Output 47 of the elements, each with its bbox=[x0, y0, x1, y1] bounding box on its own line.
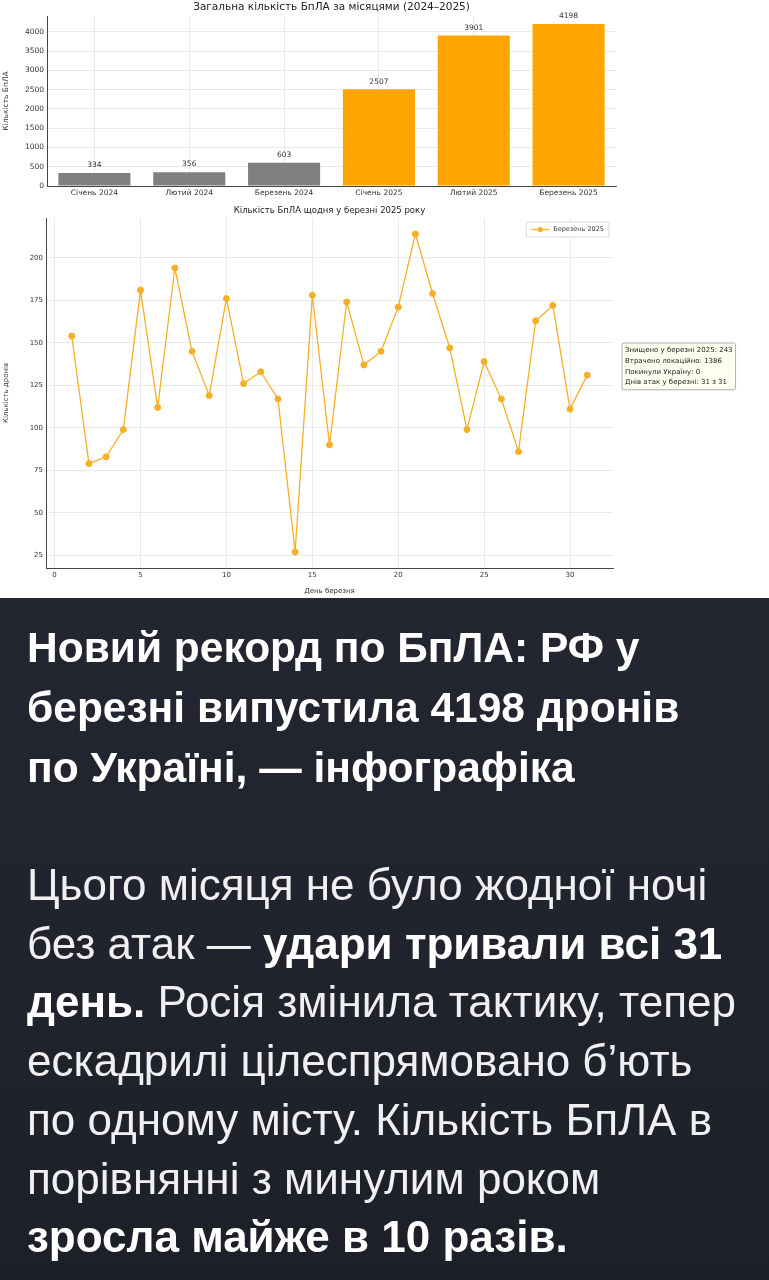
point bbox=[515, 448, 522, 456]
point bbox=[360, 361, 368, 369]
point bbox=[446, 344, 454, 352]
point bbox=[377, 347, 385, 355]
point bbox=[566, 405, 574, 413]
text: удари тривали всі 31 bbox=[262, 918, 723, 968]
chart-title: Загальна кількість БпЛА за місяцями (2024–2025) bbox=[193, 0, 470, 12]
point bbox=[222, 295, 230, 303]
bar bbox=[532, 24, 605, 186]
point bbox=[394, 303, 402, 311]
point bbox=[102, 453, 110, 461]
point bbox=[343, 298, 351, 306]
point bbox=[274, 395, 282, 403]
point bbox=[119, 426, 127, 434]
bar bbox=[153, 172, 226, 186]
point bbox=[429, 290, 437, 298]
point bbox=[497, 395, 505, 403]
point bbox=[463, 426, 471, 434]
text: ескадрилі цілеспрямовано б’ють по одному місту. Кількість БпЛА в порівнянні з минулим роком bbox=[27, 1036, 713, 1203]
bar bbox=[58, 173, 131, 186]
point bbox=[68, 332, 76, 340]
text: зросла майже в 10 разів. bbox=[27, 1212, 568, 1262]
text: Росія змінила тактику, тепер bbox=[157, 977, 736, 1027]
chart-title: Кількість БпЛА щодня у березні 2025 року bbox=[233, 205, 426, 216]
text: Цього місяця не було жодної ночі bbox=[27, 860, 708, 909]
bar bbox=[248, 162, 321, 186]
point bbox=[154, 403, 162, 411]
point bbox=[188, 347, 196, 355]
point bbox=[171, 264, 179, 272]
text: Новий рекорд по БпЛА: РФ у березні випустила 4198 дронів по Україні, — інфографіка bbox=[27, 623, 681, 793]
bar bbox=[437, 35, 510, 186]
point bbox=[549, 301, 557, 309]
point bbox=[85, 460, 93, 468]
bar bbox=[342, 89, 415, 186]
point bbox=[583, 371, 591, 379]
point bbox=[532, 317, 540, 325]
point bbox=[240, 380, 248, 388]
text: без атак — bbox=[27, 918, 251, 968]
point bbox=[326, 441, 333, 449]
text: день. bbox=[27, 977, 146, 1027]
point bbox=[480, 358, 488, 366]
point bbox=[137, 286, 144, 294]
point bbox=[308, 291, 316, 299]
point bbox=[205, 392, 213, 400]
point bbox=[291, 548, 299, 556]
point bbox=[411, 230, 419, 238]
point bbox=[257, 368, 265, 376]
